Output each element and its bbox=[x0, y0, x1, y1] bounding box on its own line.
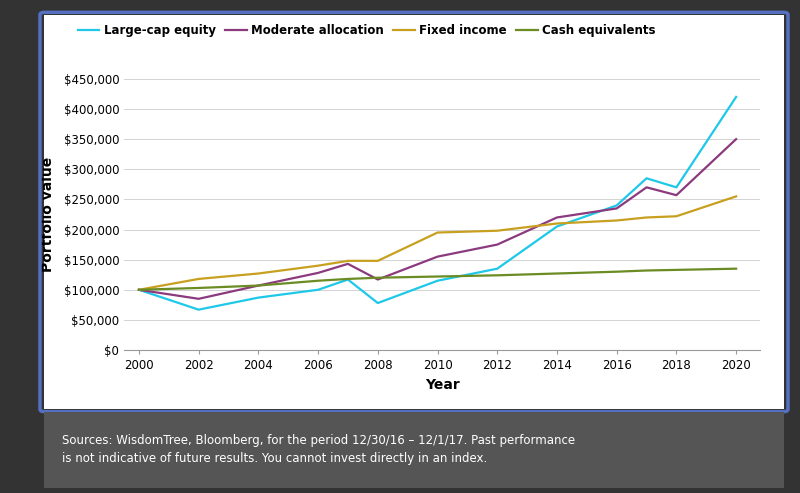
Fixed income bbox=[254, 271, 263, 277]
Text: Sources: WisdomTree, Bloomberg, for the period 12/30/16 – 12/1/17. Past performa: Sources: WisdomTree, Bloomberg, for the … bbox=[62, 434, 576, 465]
Large-cap equity bbox=[134, 287, 144, 293]
Line: Cash equivalents: Cash equivalents bbox=[139, 269, 736, 290]
Moderate allocation bbox=[343, 261, 353, 267]
Line: Fixed income: Fixed income bbox=[139, 196, 736, 290]
Moderate allocation bbox=[671, 192, 681, 198]
Cash equivalents bbox=[134, 287, 144, 293]
Moderate allocation bbox=[373, 277, 382, 282]
Moderate allocation bbox=[612, 206, 622, 211]
Moderate allocation bbox=[552, 214, 562, 220]
Fixed income bbox=[552, 220, 562, 226]
Moderate allocation bbox=[194, 296, 203, 302]
Cash equivalents bbox=[731, 266, 741, 272]
Cash equivalents bbox=[612, 269, 622, 275]
Cash equivalents bbox=[314, 278, 323, 283]
Moderate allocation bbox=[314, 270, 323, 276]
Large-cap equity bbox=[433, 278, 442, 283]
Line: Large-cap equity: Large-cap equity bbox=[139, 97, 736, 310]
Large-cap equity bbox=[343, 277, 353, 282]
Cash equivalents bbox=[343, 276, 353, 282]
Cash equivalents bbox=[433, 274, 442, 280]
Large-cap equity bbox=[373, 300, 382, 306]
Large-cap equity bbox=[731, 94, 741, 100]
Fixed income bbox=[433, 230, 442, 236]
X-axis label: Year: Year bbox=[425, 378, 459, 391]
Large-cap equity bbox=[671, 184, 681, 190]
Fixed income bbox=[134, 287, 144, 293]
Cash equivalents bbox=[493, 272, 502, 278]
Large-cap equity bbox=[612, 203, 622, 209]
Moderate allocation bbox=[642, 184, 651, 190]
Cash equivalents bbox=[671, 267, 681, 273]
Large-cap equity bbox=[314, 287, 323, 293]
Fixed income bbox=[731, 193, 741, 199]
Cash equivalents bbox=[254, 282, 263, 288]
Fixed income bbox=[642, 214, 651, 220]
Large-cap equity bbox=[254, 295, 263, 301]
Legend: Large-cap equity, Moderate allocation, Fixed income, Cash equivalents: Large-cap equity, Moderate allocation, F… bbox=[73, 19, 661, 42]
Moderate allocation bbox=[433, 254, 442, 260]
Fixed income bbox=[493, 228, 502, 234]
Fixed income bbox=[612, 217, 622, 223]
Cash equivalents bbox=[642, 268, 651, 274]
Cash equivalents bbox=[373, 275, 382, 281]
Large-cap equity bbox=[552, 223, 562, 229]
Fixed income bbox=[373, 258, 382, 264]
Y-axis label: Portfolio value: Portfolio value bbox=[41, 157, 55, 272]
Moderate allocation bbox=[254, 282, 263, 288]
Large-cap equity bbox=[493, 266, 502, 272]
Moderate allocation bbox=[731, 136, 741, 142]
Line: Moderate allocation: Moderate allocation bbox=[139, 139, 736, 299]
Cash equivalents bbox=[552, 271, 562, 277]
Large-cap equity bbox=[194, 307, 203, 313]
Cash equivalents bbox=[194, 285, 203, 291]
Large-cap equity bbox=[642, 176, 651, 181]
Moderate allocation bbox=[134, 287, 144, 293]
Fixed income bbox=[314, 263, 323, 269]
Moderate allocation bbox=[493, 242, 502, 247]
Fixed income bbox=[194, 276, 203, 282]
Fixed income bbox=[343, 258, 353, 264]
Fixed income bbox=[671, 213, 681, 219]
